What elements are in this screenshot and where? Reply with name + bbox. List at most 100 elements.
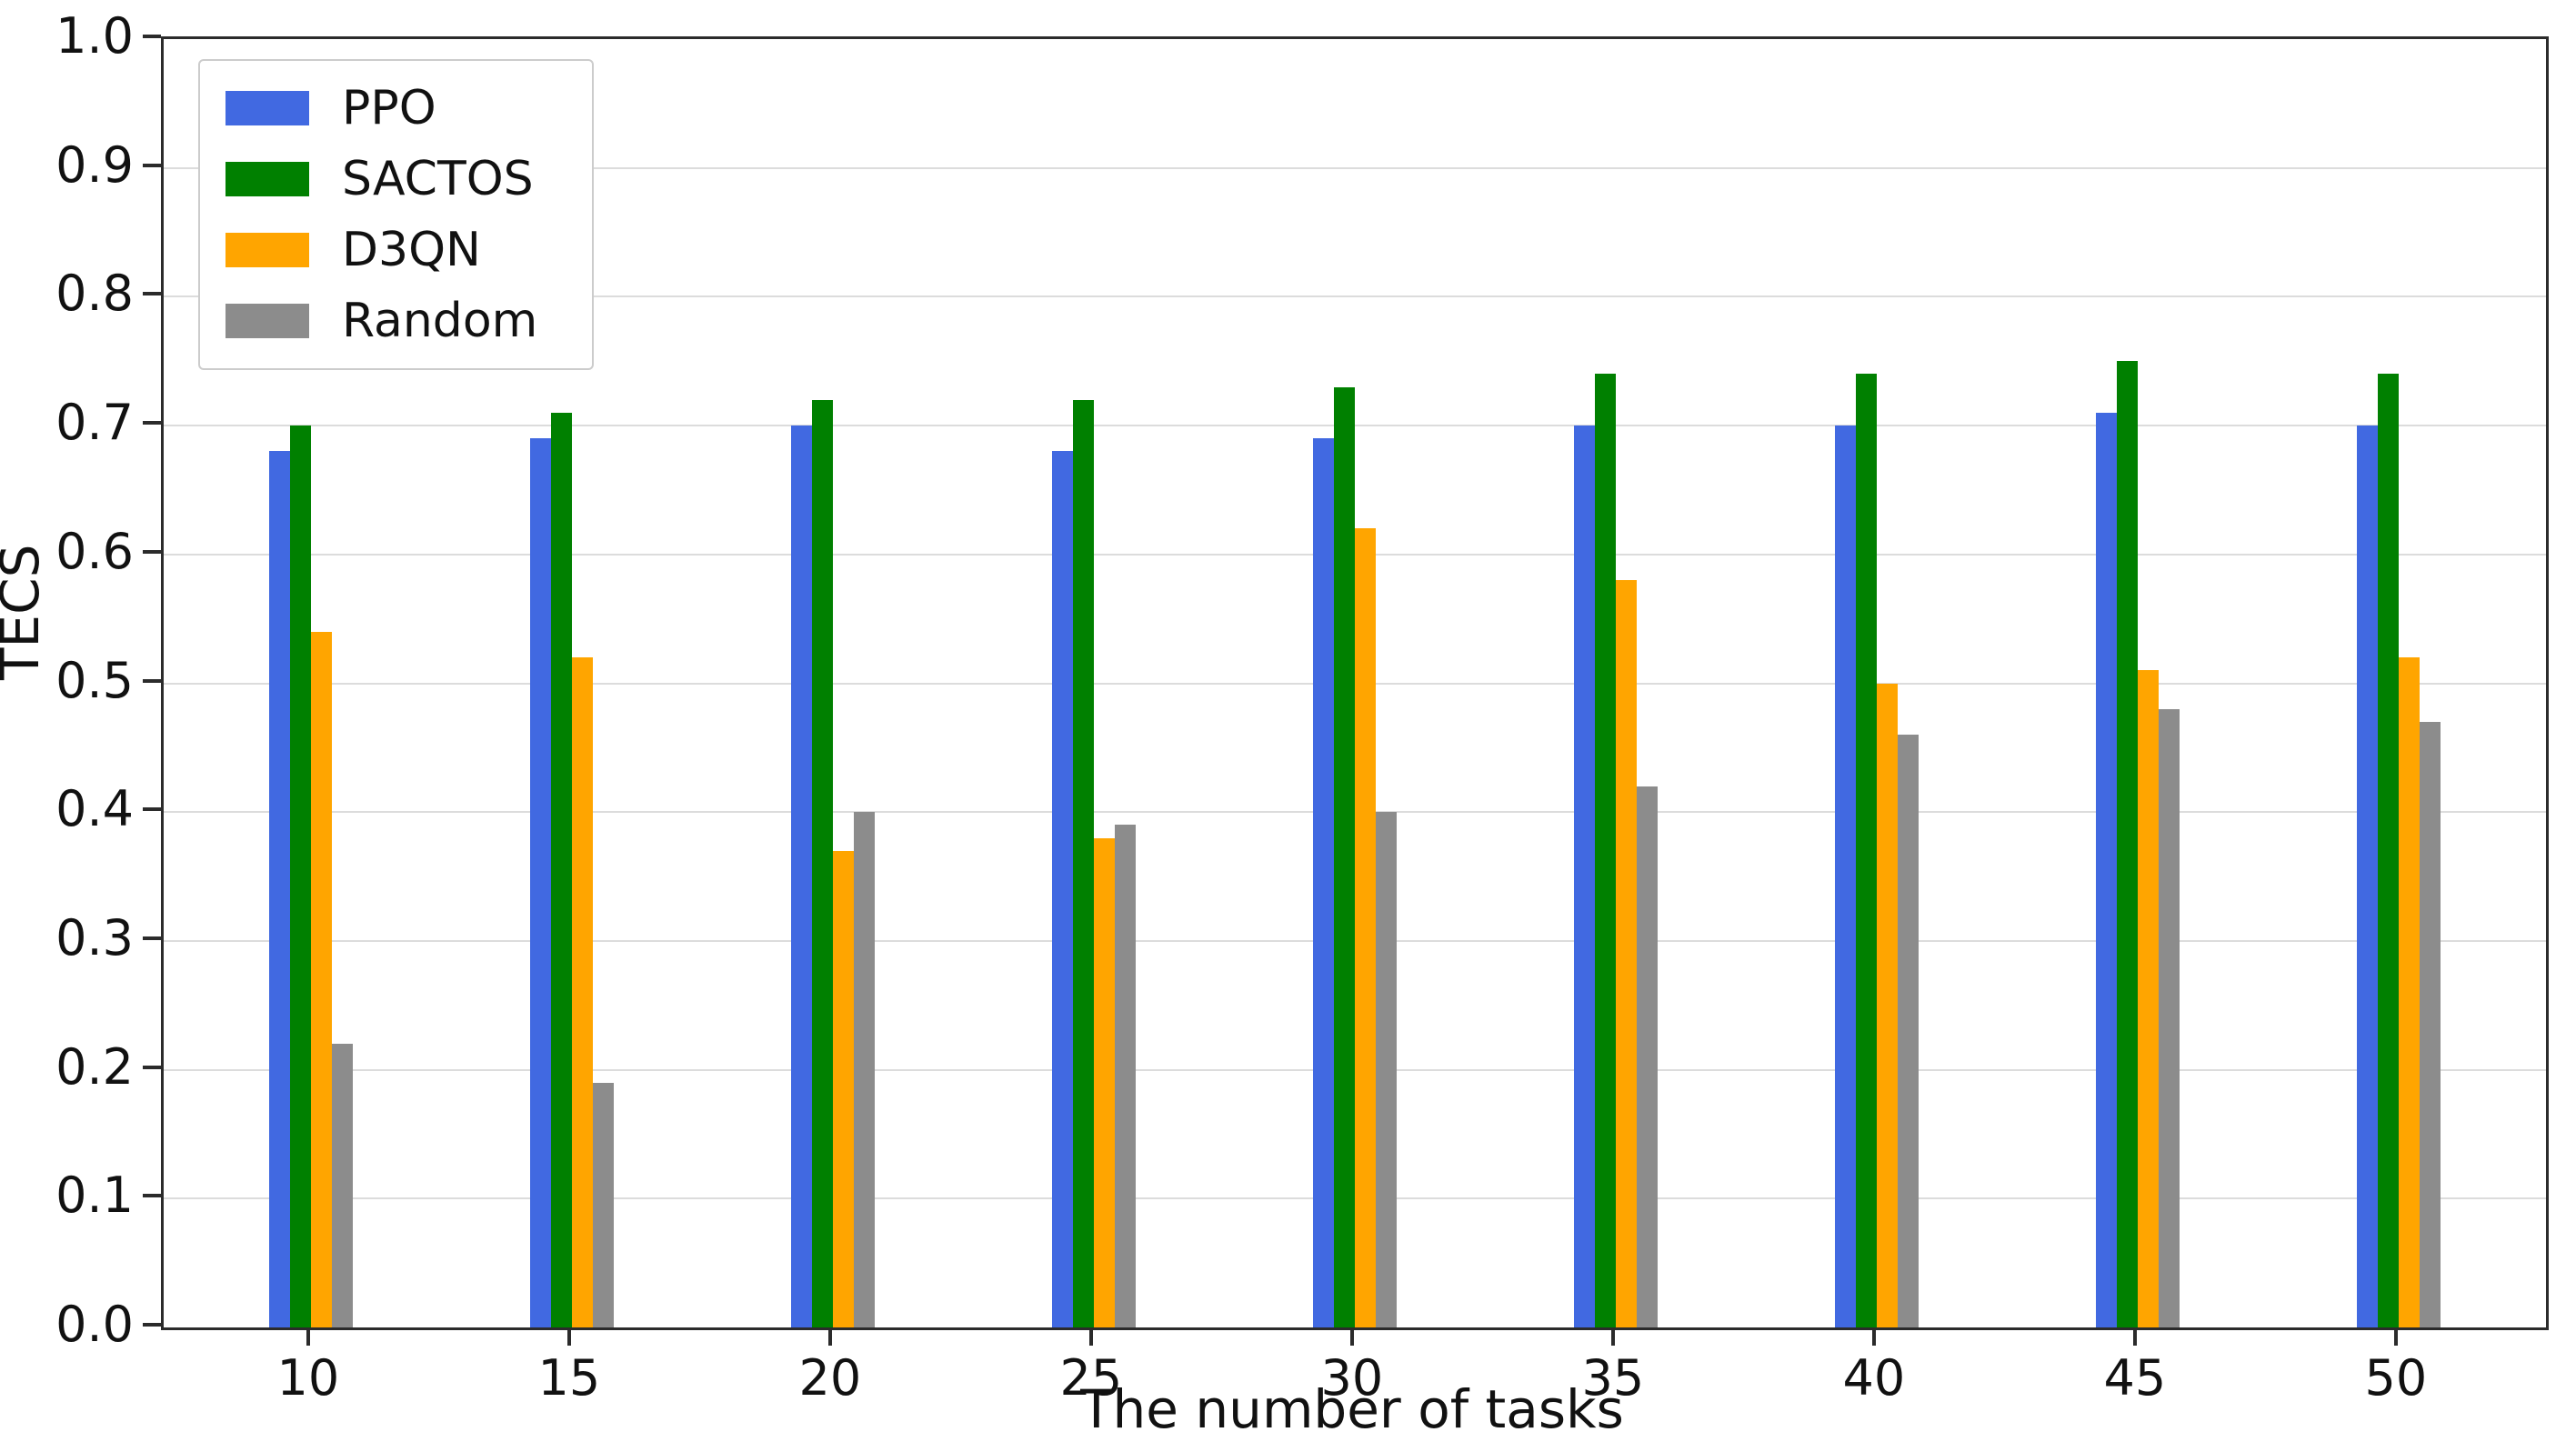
x-tick-label: 50 [2364,1349,2428,1407]
legend-label: PPO [342,81,436,135]
bar-d3qn-25 [1093,837,1115,1327]
x-tick-mark [306,1327,310,1346]
y-tick-mark [143,1065,161,1069]
x-tick-label: 35 [1581,1349,1645,1407]
x-tick-label: 10 [276,1349,340,1407]
y-tick-mark [143,292,161,296]
bar-ppo-40 [1834,426,1856,1327]
y-tick-label: 1.0 [55,7,134,65]
bar-random-50 [2419,722,2441,1327]
x-tick-label: 25 [1059,1349,1123,1407]
y-tick-label: 0.2 [55,1037,134,1096]
bar-d3qn-10 [310,631,332,1327]
bar-random-45 [2158,708,2180,1327]
y-tick-label: 0.6 [55,522,134,580]
x-tick-mark [2393,1327,2398,1346]
bar-group-30 [1312,39,1397,1327]
bar-group-50 [2356,39,2441,1327]
legend-item-ppo: PPO [226,85,537,132]
bar-sactos-25 [1072,399,1094,1327]
x-tick-label: 15 [537,1349,601,1407]
bar-d3qn-45 [2137,670,2159,1327]
legend: PPO SACTOS D3QN Random [198,59,595,370]
x-tick-mark [1871,1327,1876,1346]
bar-group-45 [2095,39,2180,1327]
y-tick-label: 0.4 [55,780,134,838]
bar-ppo-50 [2356,426,2378,1327]
bar-group-35 [1573,39,1658,1327]
plot-area: PPO SACTOS D3QN Random [161,36,2549,1330]
y-axis-label: TECS [0,544,51,680]
bar-ppo-45 [2095,412,2117,1327]
y-tick-mark [143,421,161,426]
bar-group-20 [790,39,875,1327]
legend-swatch-icon [226,233,309,267]
legend-label: D3QN [342,223,481,277]
x-tick-label: 45 [2103,1349,2167,1407]
legend-swatch-icon [226,162,309,196]
bar-sactos-10 [289,426,311,1327]
y-tick-label: 0.5 [55,651,134,709]
bar-sactos-50 [2377,374,2399,1327]
y-tick-label: 0.0 [55,1296,134,1353]
gridline-y-0.9 [164,166,2546,169]
x-tick-label: 30 [1320,1349,1384,1407]
bar-group-15 [529,39,614,1327]
x-tick-mark [2132,1327,2137,1346]
y-tick-mark [143,678,161,683]
bar-ppo-35 [1573,426,1595,1327]
legend-item-random: Random [226,297,537,345]
bar-d3qn-15 [571,657,593,1327]
bar-d3qn-35 [1615,580,1637,1327]
y-tick-label: 0.9 [55,135,134,194]
legend-label: Random [342,294,538,348]
x-tick-mark [827,1327,832,1346]
y-tick-label: 0.3 [55,908,134,966]
y-tick-mark [143,549,161,554]
x-tick-mark [1088,1327,1093,1346]
bar-sactos-30 [1333,386,1355,1327]
bar-group-40 [1834,39,1919,1327]
bar-random-10 [331,1044,353,1327]
bar-group-10 [268,39,353,1327]
bar-d3qn-40 [1876,683,1898,1327]
bar-sactos-20 [811,399,833,1327]
x-tick-mark [566,1327,571,1346]
bar-sactos-45 [2116,361,2138,1327]
x-tick-label: 40 [1842,1349,1906,1407]
y-tick-mark [143,163,161,167]
y-tick-mark [143,1323,161,1327]
y-tick-mark [143,807,161,812]
bar-random-15 [592,1082,614,1327]
x-tick-mark [1610,1327,1615,1346]
bar-ppo-20 [790,426,812,1327]
bar-ppo-25 [1051,451,1073,1327]
x-tick-label: 20 [798,1349,862,1407]
y-tick-mark [143,1194,161,1198]
bar-sactos-15 [550,412,572,1327]
gridline-y-0.8 [164,295,2546,298]
bar-ppo-30 [1312,438,1334,1327]
legend-item-d3qn: D3QN [226,226,537,274]
y-tick-mark [143,936,161,940]
bar-random-30 [1375,812,1397,1327]
bar-random-40 [1897,735,1919,1327]
bar-ppo-10 [268,451,290,1327]
bar-random-35 [1636,786,1658,1327]
legend-label: SACTOS [342,152,534,206]
bar-d3qn-20 [832,850,854,1327]
bar-sactos-35 [1594,374,1616,1327]
bar-sactos-40 [1855,374,1877,1327]
bar-random-20 [853,812,875,1327]
y-tick-label: 0.7 [55,394,134,452]
bar-group-25 [1051,39,1136,1327]
bar-d3qn-30 [1354,528,1376,1327]
gridline-y-0.7 [164,425,2546,427]
bar-d3qn-50 [2398,657,2420,1327]
legend-item-sactos: SACTOS [226,155,537,203]
legend-swatch-icon [226,304,309,338]
y-tick-mark [143,35,161,38]
x-axis-label: The number of tasks [1080,1378,1624,1440]
bar-random-25 [1114,825,1136,1327]
